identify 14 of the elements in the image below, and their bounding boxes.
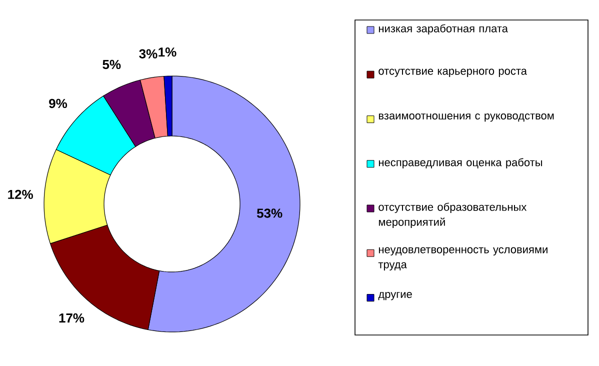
legend-label: взаимоотношения с руководством — [378, 113, 554, 122]
legend-label: отсутствие карьерного роста — [378, 68, 527, 77]
legend-label: несправедливая оценка работы — [378, 158, 542, 168]
legend-label: отсутствие образовательных мероприятий — [378, 202, 527, 228]
data-label: 9% — [49, 98, 68, 108]
data-label: 53% — [256, 208, 282, 218]
data-label: 3% — [139, 49, 158, 58]
data-label: 17% — [59, 313, 84, 323]
data-label: 5% — [102, 60, 121, 70]
legend-label: низкая заработная плата — [378, 24, 508, 35]
legend-label: неудовлетворенность условиями труда — [378, 247, 548, 270]
data-label: 1% — [158, 47, 176, 57]
legend-label: другие — [378, 292, 412, 300]
data-label: 12% — [8, 190, 33, 200]
